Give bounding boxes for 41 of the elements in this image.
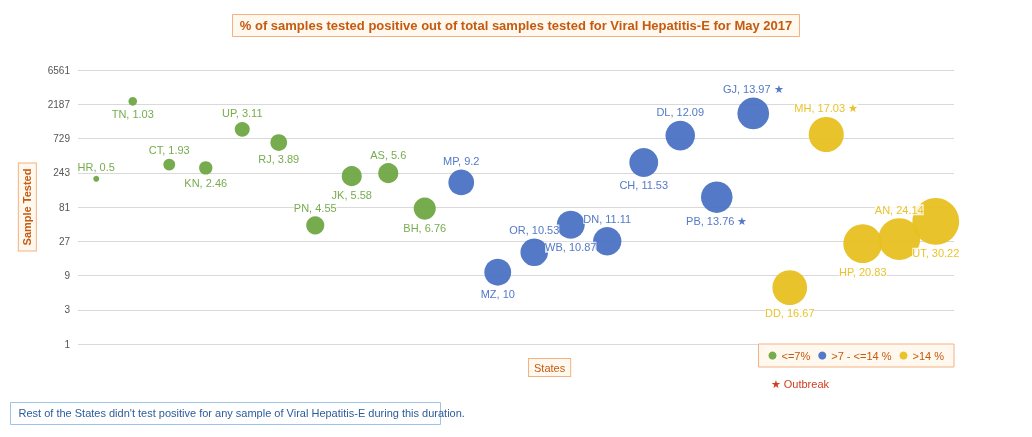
text: Rest of the States didn't test positive for any sample of Viral Hepatitis-E during this duration. xyxy=(18,407,465,419)
y-tick-label: 9 xyxy=(64,270,71,281)
data-label: DD, 16.67 xyxy=(764,307,815,320)
data-label: MZ, 10 xyxy=(480,288,515,301)
data-label: AS, 5.6 xyxy=(370,148,407,161)
legend-label: >7 - <=14 % xyxy=(831,349,892,362)
data-label: RJ, 3.89 xyxy=(258,153,300,166)
data-label: JK, 5.58 xyxy=(331,188,372,201)
data-label: UP, 3.11 xyxy=(221,107,263,120)
legend-label: <=7% xyxy=(781,349,811,362)
y-axis-title: Sample Tested xyxy=(21,168,34,246)
data-label: CT, 1.93 xyxy=(148,144,190,157)
data-label: PB, 13.76 ★ xyxy=(686,215,748,228)
data-label: KN, 2.46 xyxy=(184,177,228,190)
y-tick-label: 243 xyxy=(53,167,71,179)
data-label: CH, 11.53 xyxy=(619,179,669,192)
chart-title: % of samples tested positive out of total samples tested for Viral Hepatitis-E for May 2017 xyxy=(239,18,793,33)
data-label: OR, 10.53 xyxy=(509,223,560,236)
data-label: AN, 24.14 xyxy=(874,203,924,216)
data-label: GJ, 13.97 ★ xyxy=(722,83,784,96)
data-label: HR, 0.5 xyxy=(77,161,115,174)
data-label: MP, 9.2 xyxy=(443,155,480,168)
data-label: DL, 12.09 xyxy=(656,106,705,119)
text: ★ Outbreak xyxy=(770,377,830,390)
x-axis-title: States xyxy=(534,361,566,374)
legend-label: >14 % xyxy=(912,349,945,362)
data-label: WB, 10.87 xyxy=(545,241,597,254)
data-label: DN, 11.11 xyxy=(583,212,632,225)
y-tick-label: 3 xyxy=(64,304,71,316)
y-tick-label: 6561 xyxy=(47,64,71,76)
y-tick-label: 1 xyxy=(64,338,71,350)
data-label: TN, 1.03 xyxy=(111,108,154,121)
y-tick-label: 2187 xyxy=(47,98,71,110)
data-label: UT, 30.22 xyxy=(912,247,960,260)
data-label: MH, 17.03 ★ xyxy=(794,102,859,115)
data-label: BH, 6.76 xyxy=(403,222,447,235)
data-label: HP, 20.83 xyxy=(838,265,887,278)
y-tick-label: 81 xyxy=(58,201,71,213)
y-tick-label: 729 xyxy=(53,133,71,144)
y-tick-label: 27 xyxy=(58,235,71,247)
data-label: PN, 4.55 xyxy=(293,201,337,214)
